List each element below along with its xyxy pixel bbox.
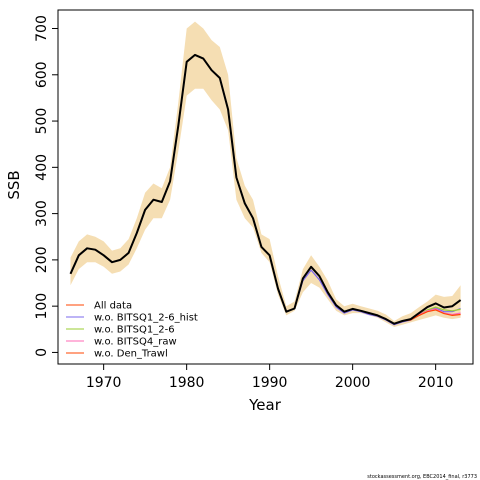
legend-label: w.o. BITSQ4_raw (94, 337, 177, 348)
series-line-w-o-bitsq1-2-6 (69, 54, 461, 325)
series-lines-layer (69, 53, 462, 326)
x-tick-label: 1990 (252, 375, 288, 391)
confidence-band (70, 21, 461, 327)
confidence-band-layer (70, 21, 461, 327)
series-line-w-o-bitsq4-raw (69, 54, 461, 325)
x-axis-label: Year (248, 396, 282, 414)
y-tick-label: 300 (34, 200, 50, 227)
y-tick-label: 600 (34, 61, 50, 88)
y-tick-label: 200 (34, 247, 50, 274)
x-tick-label: 2000 (335, 375, 371, 391)
x-axis: 1970 1980 1990 2000 2010 (86, 364, 454, 391)
y-axis-label: SSB (5, 170, 23, 199)
legend-label: All data (94, 301, 132, 312)
series-line-all-data (69, 53, 462, 325)
legend-label: w.o. BITSQ1_2-6 (94, 325, 175, 336)
y-axis: 0 100 200 300 400 500 600 700 (34, 15, 58, 357)
y-tick-label: 700 (34, 15, 50, 42)
series-line-w-o-den-trawl (69, 54, 461, 325)
footer-text: stockassessment.org, EBC2014_final, r377… (367, 474, 477, 480)
x-tick-label: 2010 (418, 375, 454, 391)
x-tick-label: 1980 (169, 375, 205, 391)
legend-label: w.o. BITSQ1_2-6_hist (94, 313, 198, 324)
y-tick-label: 100 (34, 293, 50, 320)
plot-frame (57, 9, 474, 365)
series-line-w-o-bitsq1-2-6-hist (69, 54, 461, 326)
y-tick-label: 0 (34, 348, 50, 357)
x-tick-label: 1970 (86, 375, 122, 391)
y-tick-label: 500 (34, 108, 50, 135)
legend-label: w.o. Den_Trawl (94, 349, 168, 360)
y-tick-label: 400 (34, 154, 50, 181)
